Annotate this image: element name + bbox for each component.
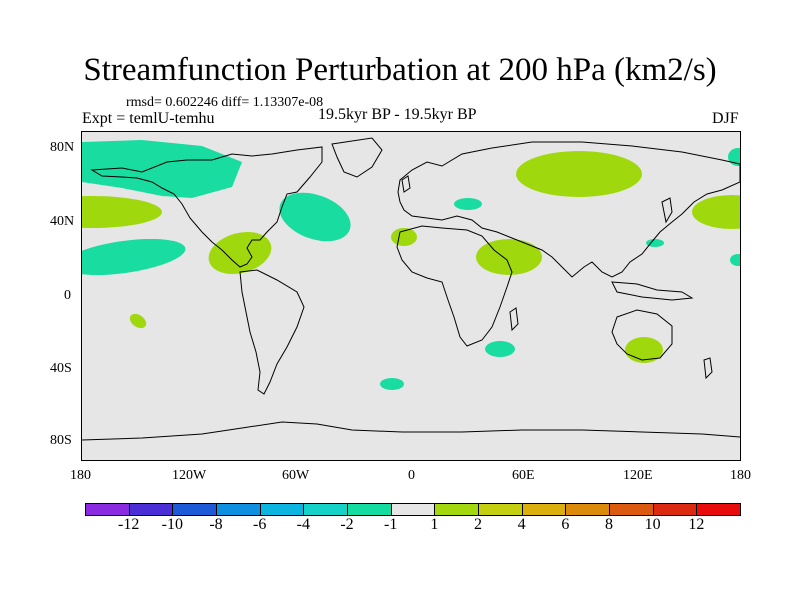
colorbar-label-6: -1 — [384, 516, 398, 533]
colorbar-label-5: -2 — [340, 516, 354, 533]
period-label: 19.5kyr BP - 19.5kyr BP — [318, 106, 477, 123]
colorbar-box-10 — [521, 503, 567, 516]
coast-new-zealand — [703, 357, 713, 380]
pos-region-gulf-mexico — [208, 231, 272, 275]
colorbar-box-2 — [172, 503, 217, 516]
colorbar-label-4: -4 — [296, 516, 310, 533]
neg-region-east-edge-tropic — [730, 254, 740, 266]
colorbar-label-2: -8 — [209, 516, 223, 533]
pos-region-east-edge — [692, 195, 740, 229]
neg-region-north-pacific — [82, 238, 186, 276]
colorbar-label-9: 4 — [517, 516, 526, 533]
colorbar-label-1: -10 — [161, 516, 183, 533]
colorbar-box-4 — [259, 503, 305, 516]
pos-region-australia — [625, 337, 663, 363]
coast-greenland — [331, 137, 383, 178]
lon-label-120e: 120E — [623, 468, 653, 483]
colorbar-box-8 — [434, 503, 479, 516]
colorbar-box-12 — [609, 503, 654, 516]
lat-label-40n: 40N — [50, 214, 75, 229]
neg-region-indian-ocean — [485, 341, 515, 357]
colorbar-label-13: 12 — [688, 516, 705, 533]
lat-label-40s: 40S — [50, 361, 72, 376]
colorbar-label-11: 8 — [605, 516, 613, 533]
colorbar-label-8: 2 — [474, 516, 482, 533]
lon-label-180w: 180 — [70, 468, 91, 483]
lat-label-80s: 80S — [50, 433, 72, 448]
colorbar-box-7 — [390, 503, 436, 516]
colorbar-label-0: -12 — [118, 516, 140, 533]
colorbar-box-3 — [216, 503, 261, 516]
lon-label-60w: 60W — [282, 468, 310, 483]
colorbar — [85, 503, 741, 516]
coast-africa — [396, 225, 513, 347]
coast-japan — [661, 197, 673, 224]
colorbar-box-0 — [85, 503, 130, 516]
colorbar-box-6 — [347, 503, 392, 516]
pos-region-arabia — [476, 239, 542, 275]
season-label: DJF — [712, 110, 739, 127]
pos-region-north-africa — [391, 228, 417, 246]
map-panel — [81, 131, 741, 461]
coast-north-america — [90, 146, 323, 268]
neg-region-southern-atlantic — [380, 378, 404, 390]
coast-madagascar — [509, 307, 519, 332]
coastlines — [82, 137, 740, 441]
colorbar-label-10: 6 — [561, 516, 570, 533]
neg-region-east-asia — [646, 239, 664, 247]
negative-anomaly-regions — [82, 140, 740, 390]
coast-eurasia — [397, 141, 740, 278]
coast-indonesia — [611, 281, 694, 301]
colorbar-box-1 — [128, 503, 174, 516]
lat-label-0: 0 — [64, 288, 71, 303]
neg-region-arctic-pacific — [82, 140, 242, 198]
neg-region-north-atlantic — [279, 192, 351, 242]
pos-region-south-pacific — [129, 313, 147, 329]
colorbar-box-9 — [478, 503, 523, 516]
colorbar-box-5 — [303, 503, 348, 516]
pos-region-siberia — [516, 151, 642, 197]
neg-region-europe — [454, 198, 482, 210]
colorbar-label-12: 10 — [644, 516, 661, 533]
lon-label-60e: 60E — [512, 468, 535, 483]
experiment-label: Expt = temlU-temhu — [82, 110, 215, 127]
colorbar-label-3: -6 — [253, 516, 267, 533]
stats-text: rmsd= 0.602246 diff= 1.13307e-08 — [126, 95, 324, 110]
lat-label-80n: 80N — [50, 140, 75, 155]
coast-australia — [611, 309, 673, 361]
lon-label-0: 0 — [408, 468, 415, 483]
colorbar-box-14 — [696, 503, 741, 516]
coast-antarctica — [82, 421, 740, 441]
colorbar-box-13 — [652, 503, 698, 516]
colorbar-box-11 — [565, 503, 610, 516]
coast-british-isles — [401, 175, 411, 193]
lon-label-180e: 180 — [730, 468, 751, 483]
map-title: Streamfunction Perturbation at 200 hPa (… — [83, 52, 717, 88]
pos-region-north-pacific — [82, 196, 162, 228]
lon-label-120w: 120W — [172, 468, 207, 483]
map-canvas — [82, 137, 740, 441]
coast-south-america — [239, 269, 305, 395]
colorbar-label-7: 1 — [430, 516, 439, 533]
